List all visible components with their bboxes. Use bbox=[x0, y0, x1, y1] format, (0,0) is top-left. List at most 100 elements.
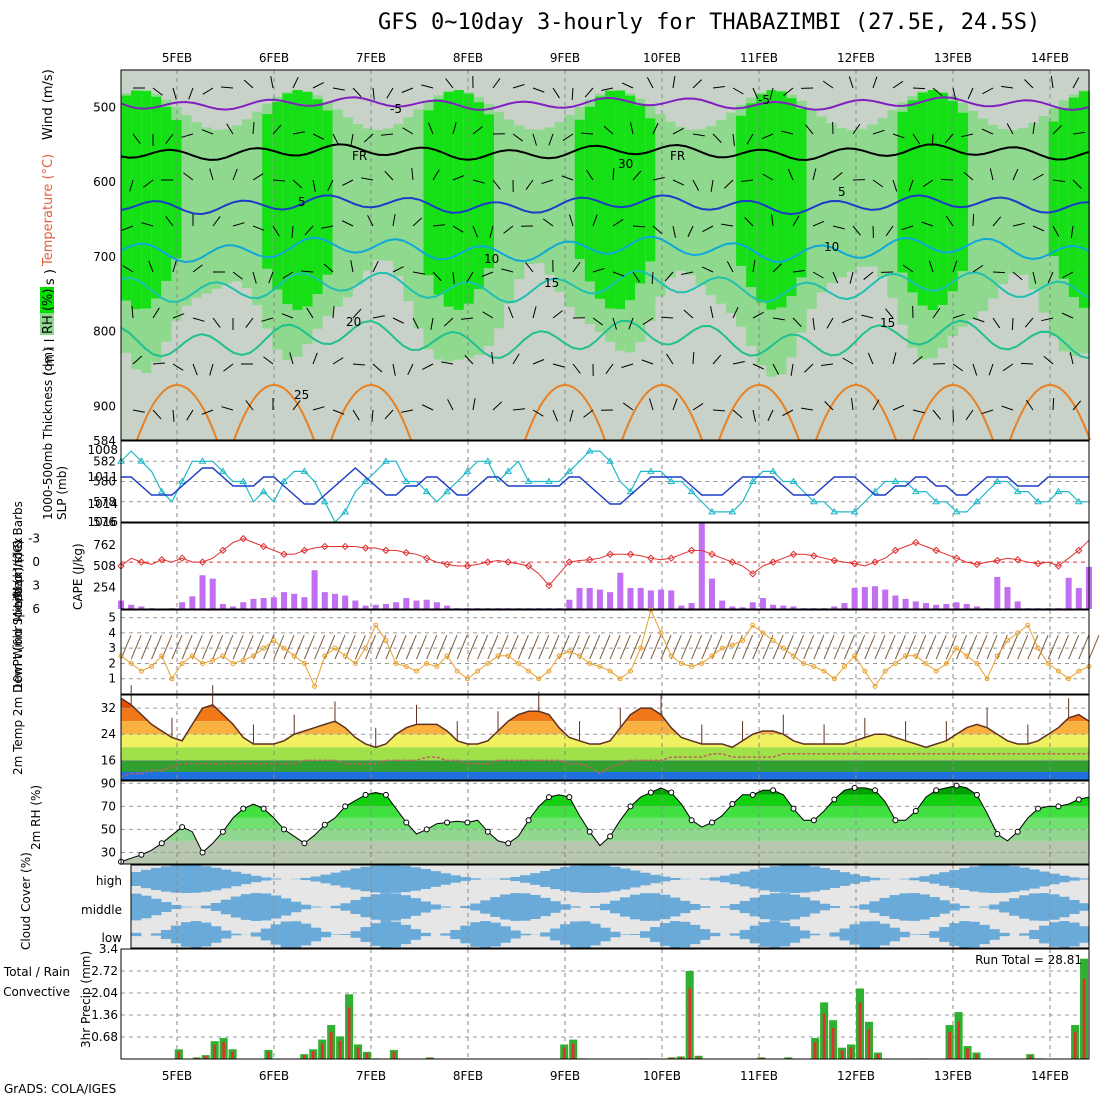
cloud-cell bbox=[929, 931, 940, 938]
wind-barb bbox=[140, 634, 152, 660]
cape-bar bbox=[311, 570, 318, 609]
wind-speed-point bbox=[852, 653, 858, 659]
upper-wind-barb bbox=[508, 306, 514, 319]
upper-wind-barb bbox=[372, 87, 375, 100]
upper-wind-barb bbox=[989, 168, 994, 181]
rh-ytick-0: 30 bbox=[101, 845, 116, 859]
precip-conv-bar bbox=[338, 1040, 342, 1059]
li-marker bbox=[219, 546, 227, 555]
wind-barb bbox=[589, 634, 601, 660]
cloud-cell bbox=[230, 871, 242, 887]
upper-wind-barb bbox=[312, 352, 318, 365]
cloud-cell bbox=[879, 923, 890, 946]
upper-wind-barb bbox=[489, 225, 494, 238]
cloud-cell bbox=[919, 934, 930, 935]
upper-wind-barb bbox=[263, 356, 274, 365]
wind-speed-point bbox=[872, 683, 878, 689]
upper-wind-barb bbox=[822, 80, 834, 89]
cloud-cell bbox=[490, 897, 501, 917]
upper-wind-barb bbox=[165, 216, 174, 227]
warm-contour-arc-3 bbox=[524, 384, 606, 441]
wind-speed-point bbox=[556, 653, 562, 659]
rh-col-green bbox=[151, 96, 163, 299]
upper-wind-barb bbox=[940, 178, 954, 181]
cape-bar bbox=[362, 605, 369, 609]
wind-speed-point bbox=[138, 668, 144, 674]
rh-point bbox=[260, 805, 267, 812]
upper-wind-barb bbox=[972, 363, 978, 376]
wind-barb bbox=[385, 634, 397, 660]
upper-wind-barb bbox=[481, 271, 494, 277]
upper-ylabel-temperature: Temperature (°C) bbox=[41, 154, 56, 267]
cloud-cell bbox=[280, 921, 292, 948]
upper-wind-barb bbox=[452, 175, 465, 181]
rh-point bbox=[158, 840, 165, 847]
cloud-cell bbox=[839, 928, 850, 941]
upper-wind-barb bbox=[172, 409, 175, 422]
upper-wind-barb bbox=[402, 127, 414, 135]
rh-point bbox=[688, 817, 695, 824]
cape-bar bbox=[668, 590, 675, 609]
wind-speed-point bbox=[1004, 638, 1010, 644]
upper-wind-barb bbox=[562, 133, 574, 141]
cape-bar bbox=[586, 587, 593, 609]
upper-wind-barb bbox=[787, 168, 794, 181]
rh-col-light bbox=[242, 119, 254, 289]
wind-speed-point bbox=[312, 683, 318, 689]
upper-wind-barb bbox=[701, 266, 714, 273]
li-marker bbox=[341, 542, 349, 551]
cloud-cell bbox=[450, 875, 461, 883]
wind-speed-point bbox=[261, 645, 267, 651]
li-marker bbox=[280, 550, 288, 558]
cloud-cell bbox=[290, 901, 302, 913]
wind-speed-point bbox=[954, 645, 960, 651]
wind-speed-point bbox=[271, 638, 277, 644]
upper-wind-barb bbox=[183, 172, 194, 181]
cloud-cell bbox=[370, 923, 381, 946]
wind-barb bbox=[752, 634, 764, 660]
rh-col-green bbox=[615, 90, 627, 310]
wind-speed-point bbox=[363, 645, 369, 651]
upper-wind-barb bbox=[443, 317, 454, 327]
top-date-label-7: 12FEB bbox=[837, 51, 875, 65]
cloud-cell bbox=[909, 893, 920, 921]
upper-wind-barb bbox=[972, 213, 975, 227]
cloud-cell bbox=[859, 876, 870, 882]
wind-speed-point bbox=[1076, 668, 1082, 674]
cloud-cell bbox=[420, 869, 431, 889]
thickness-marker bbox=[504, 467, 513, 474]
upper-wind-barb bbox=[252, 271, 257, 284]
cloud-cell bbox=[550, 928, 561, 941]
upper-wind-barb bbox=[221, 86, 234, 89]
wind-speed-point bbox=[699, 660, 705, 666]
upper-wind-barb bbox=[132, 133, 141, 144]
upper-wind-barb bbox=[445, 78, 454, 89]
cloud-cell bbox=[759, 867, 771, 891]
li-marker bbox=[1054, 562, 1063, 570]
precip-conv-bar bbox=[975, 1053, 978, 1059]
wind-speed-point bbox=[913, 653, 919, 659]
upper-wind-barb bbox=[612, 271, 625, 277]
cloud-cell bbox=[849, 924, 860, 945]
rh-col-light bbox=[988, 124, 1000, 299]
cape-bar bbox=[912, 601, 919, 609]
upper-wind-barb bbox=[769, 87, 774, 100]
wind-speed-point bbox=[322, 653, 328, 659]
upper-wind-barb bbox=[209, 363, 214, 376]
wind-speed-point bbox=[230, 660, 236, 666]
upper-wind-barb bbox=[152, 409, 162, 420]
upper-ytick-1: 600 bbox=[93, 175, 116, 189]
upper-wind-barb bbox=[672, 76, 676, 89]
cloud-cell bbox=[520, 893, 531, 921]
wind-speed-point bbox=[577, 653, 583, 659]
rh-point bbox=[362, 791, 369, 798]
cloud-cell bbox=[230, 933, 242, 936]
cloud-cell bbox=[879, 878, 890, 880]
upper-wind-barb bbox=[332, 357, 344, 365]
rh-col-light bbox=[221, 129, 233, 284]
upper-wind-barb bbox=[912, 133, 921, 145]
upper-wind-barb bbox=[332, 133, 339, 145]
upper-wind-barb bbox=[692, 133, 705, 137]
upper-wind-barb bbox=[472, 126, 483, 135]
upper-wind-barb bbox=[580, 132, 594, 135]
